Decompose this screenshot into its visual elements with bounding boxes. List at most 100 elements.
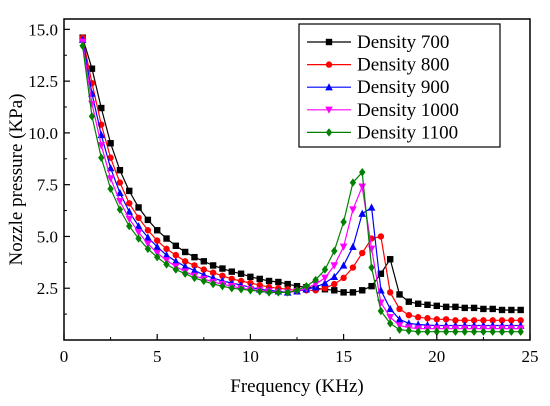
data-point — [517, 327, 524, 336]
data-point — [247, 286, 254, 295]
data-point — [480, 327, 487, 336]
data-point — [368, 263, 375, 272]
data-point — [424, 327, 431, 336]
data-point — [135, 214, 142, 222]
legend-item: Density 900 — [307, 77, 449, 98]
data-point — [181, 269, 189, 278]
data-point — [144, 233, 152, 241]
data-point — [237, 270, 245, 277]
data-point — [377, 233, 385, 240]
ticks-layer: 0 5 10 15 20 25 2.5 5.0 7.5 10.0 12.5 15.0 — [28, 20, 538, 366]
data-point — [405, 326, 413, 335]
data-point — [144, 240, 152, 248]
data-point — [219, 265, 226, 272]
data-point — [480, 305, 487, 313]
legend-marker — [325, 106, 333, 114]
data-point — [452, 303, 459, 311]
data-point — [172, 242, 180, 249]
data-point — [172, 257, 180, 265]
data-point — [396, 325, 403, 334]
data-point — [331, 246, 338, 256]
data-point — [209, 269, 217, 276]
data-point — [414, 314, 422, 321]
data-point — [359, 249, 366, 257]
data-point — [489, 327, 496, 336]
data-point — [395, 315, 404, 323]
data-point — [321, 285, 329, 292]
data-point — [247, 279, 254, 287]
data-point — [349, 242, 357, 251]
data-point — [191, 273, 198, 283]
data-point — [116, 166, 124, 174]
x-tick-label: 10 — [242, 347, 259, 366]
legend-label: Density 800 — [357, 55, 449, 76]
data-point — [387, 319, 394, 328]
data-point — [107, 184, 114, 194]
legend-marker — [325, 61, 333, 68]
data-point — [330, 262, 339, 270]
data-point — [480, 317, 487, 324]
data-point — [163, 260, 170, 269]
x-tick-label: 15 — [335, 347, 352, 366]
data-point — [219, 281, 226, 291]
data-point — [191, 253, 198, 261]
data-point — [163, 245, 170, 253]
data-point — [508, 317, 515, 324]
y-tick-label: 7.5 — [37, 176, 58, 195]
data-point — [126, 200, 133, 207]
data-point — [330, 272, 339, 281]
data-point — [349, 289, 357, 296]
data-point — [181, 248, 189, 256]
data-point — [256, 287, 263, 296]
data-point — [191, 262, 198, 269]
legend-label: Density 1000 — [357, 100, 459, 121]
data-point — [414, 300, 422, 307]
data-point — [517, 317, 524, 324]
series-1 — [79, 34, 524, 314]
data-point — [312, 275, 319, 285]
data-point — [498, 327, 506, 336]
data-point — [125, 215, 134, 223]
data-point — [461, 317, 468, 324]
data-point — [181, 258, 189, 265]
data-point — [405, 298, 413, 305]
legend-label: Density 900 — [357, 77, 449, 98]
data-point — [339, 261, 348, 269]
data-point — [498, 317, 506, 324]
data-point — [247, 273, 254, 281]
data-point — [181, 262, 189, 270]
data-point — [442, 327, 450, 336]
data-point — [359, 287, 366, 294]
data-point — [88, 112, 96, 121]
data-point — [126, 221, 133, 231]
data-point — [228, 268, 235, 275]
data-point — [461, 327, 468, 336]
legend-item: Density 1100 — [307, 122, 458, 143]
data-point — [116, 179, 124, 186]
data-point — [414, 327, 422, 336]
data-point — [359, 168, 366, 177]
data-point — [256, 275, 263, 283]
data-point — [237, 285, 245, 294]
series-5 — [79, 41, 524, 336]
data-point — [470, 327, 478, 336]
data-point — [349, 178, 357, 187]
data-point — [134, 222, 143, 230]
data-point — [452, 327, 459, 336]
data-point — [293, 286, 301, 295]
data-point — [172, 251, 180, 259]
data-point — [144, 227, 152, 234]
legend-label: Density 700 — [357, 32, 449, 53]
data-point — [79, 41, 86, 51]
data-point — [424, 315, 431, 322]
data-point — [275, 288, 282, 297]
data-point — [349, 206, 357, 214]
data-point — [97, 142, 106, 150]
data-point — [339, 243, 348, 251]
data-point — [106, 175, 115, 183]
data-point — [508, 306, 515, 314]
data-point — [144, 244, 152, 254]
data-point — [98, 153, 105, 162]
x-axis-title: Frequency (KHz) — [230, 376, 363, 397]
data-point — [377, 270, 385, 277]
